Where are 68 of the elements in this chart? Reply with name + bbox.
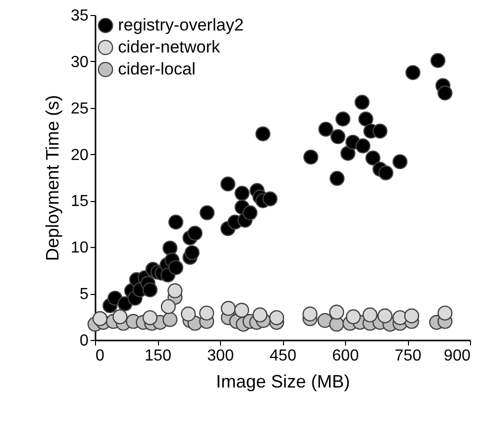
y-tick-label: 35 xyxy=(70,8,89,24)
y-tick-label: 5 xyxy=(80,286,89,304)
point xyxy=(92,311,108,326)
point xyxy=(220,176,236,192)
point xyxy=(162,240,178,256)
point xyxy=(112,309,128,324)
x-tick-label: 300 xyxy=(207,348,234,364)
point xyxy=(430,53,446,68)
point xyxy=(262,191,278,206)
point xyxy=(358,112,374,126)
point xyxy=(354,94,370,110)
x-axis-title: Image Size (MB) xyxy=(216,372,350,392)
point xyxy=(168,214,184,230)
point xyxy=(234,302,250,318)
point xyxy=(329,304,344,320)
point xyxy=(255,126,270,142)
point xyxy=(404,308,420,324)
point xyxy=(438,306,452,321)
point xyxy=(188,226,202,241)
point xyxy=(168,283,182,298)
point xyxy=(184,245,200,260)
point xyxy=(355,138,370,154)
point xyxy=(162,312,178,328)
point xyxy=(200,205,215,220)
x-tick-label: 900 xyxy=(444,348,471,364)
point xyxy=(378,165,394,180)
y-tick-label: 10 xyxy=(70,240,89,257)
point xyxy=(180,306,196,322)
point xyxy=(378,308,392,324)
point xyxy=(269,310,284,326)
point xyxy=(318,122,334,137)
x-tick-label: 0 xyxy=(96,348,104,364)
legend-label: registry-overlay2 xyxy=(118,16,244,34)
point xyxy=(220,300,236,316)
point xyxy=(438,86,452,100)
point xyxy=(302,306,318,322)
point xyxy=(340,146,356,161)
point xyxy=(330,170,345,186)
point xyxy=(142,310,158,326)
point xyxy=(372,124,388,139)
point xyxy=(242,205,258,220)
point xyxy=(362,307,378,322)
point xyxy=(318,313,332,328)
x-tick-label: 450 xyxy=(270,348,296,364)
legend-label: cider-local xyxy=(118,60,196,78)
point xyxy=(234,186,250,201)
point xyxy=(365,150,380,166)
point xyxy=(330,129,346,144)
point xyxy=(392,154,408,170)
point xyxy=(142,282,158,298)
point xyxy=(335,112,350,126)
point xyxy=(346,309,361,324)
x-tick-label: 750 xyxy=(394,348,422,364)
point xyxy=(160,299,176,314)
y-tick-label: 25 xyxy=(70,100,89,118)
x-tick-label: 600 xyxy=(332,348,359,364)
point xyxy=(168,260,184,276)
point xyxy=(199,306,214,321)
legend-label: cider-network xyxy=(118,38,221,56)
y-axis-title: Deployment Time (s) xyxy=(42,94,63,262)
point xyxy=(252,307,268,322)
x-tick-label: 150 xyxy=(144,348,172,364)
y-tick-label: 0 xyxy=(80,332,89,350)
y-tick-label: 30 xyxy=(70,54,89,71)
y-tick-label: 15 xyxy=(70,193,89,210)
point xyxy=(405,65,420,80)
y-tick-label: 20 xyxy=(70,146,89,164)
point xyxy=(303,150,318,165)
